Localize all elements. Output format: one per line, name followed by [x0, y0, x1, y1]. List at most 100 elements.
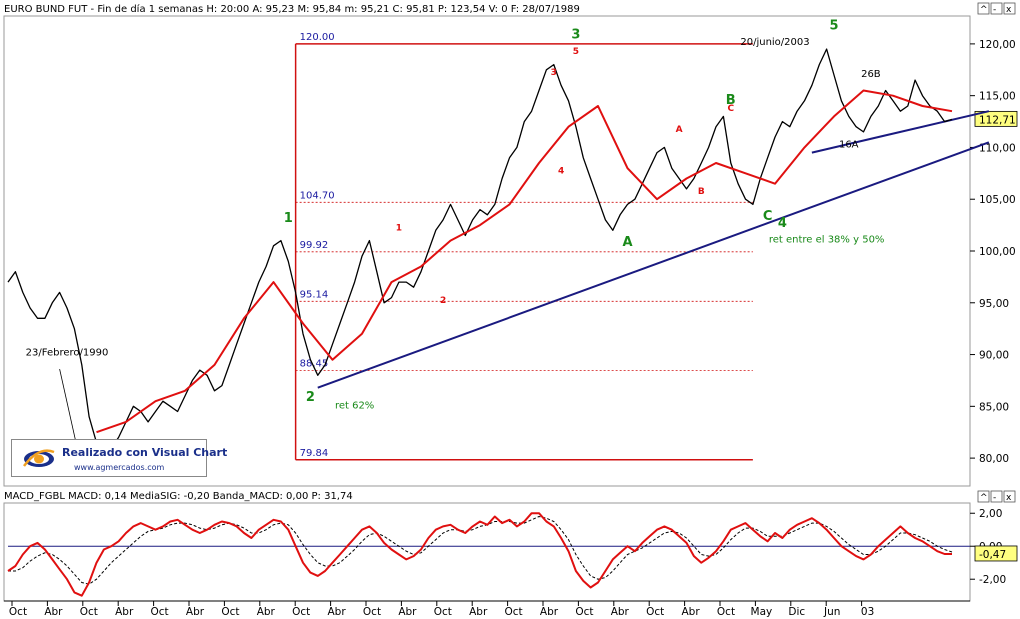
x-tick-label: Jun: [823, 606, 840, 618]
macd-line: [7, 512, 952, 597]
chart-annotation: 23/Febrero/1990: [26, 348, 109, 359]
x-tick-label: Abr: [682, 606, 701, 618]
price-y-tick-label: 100,00: [979, 246, 1016, 258]
x-tick-label: Oct: [221, 606, 239, 618]
x-tick-label: Oct: [363, 606, 381, 618]
fib-level-label: 104.70: [300, 190, 335, 201]
trendlines: [317, 110, 990, 389]
x-tick-label: Dic: [788, 606, 805, 618]
minimize-button[interactable]: -: [990, 2, 1003, 15]
last-price-box: [974, 110, 1018, 127]
secondary-wave-label: C: [727, 104, 734, 114]
primary-wave-label: 4: [778, 216, 787, 231]
secondary-wave-label: 16A: [839, 139, 859, 150]
fib-level-label: 120.00: [300, 32, 335, 43]
x-tick-label: Oct: [505, 606, 523, 618]
fib-level-label: 95.14: [300, 289, 329, 300]
secondary-wave-label: 1: [396, 223, 402, 233]
logo-url: www.agmercados.com: [74, 463, 165, 472]
x-axis: Oct Abr Oct Abr Oct Abr Oct Abr Oct Abr Oct Abr Oct A…: [9, 601, 874, 618]
x-tick-label: 03: [861, 606, 874, 618]
macd-minimize-button[interactable]: -: [990, 490, 1003, 503]
fibonacci-levels: 120.00 104.70 99.92 95.14 88.45 79.84: [294, 32, 753, 461]
x-tick-label: Oct: [292, 606, 310, 618]
primary-wave-label: C: [763, 209, 773, 224]
secondary-wave-label: 4: [558, 166, 564, 176]
secondary-wave-label: B: [698, 187, 705, 197]
x-tick-label: Abr: [540, 606, 559, 618]
chart-annotation: ret entre el 38% y 50%: [769, 235, 885, 246]
secondary-wave-label: 5: [573, 47, 579, 57]
x-tick-label: Abr: [611, 606, 630, 618]
x-tick-label: May: [751, 606, 773, 618]
svg-text:-: -: [993, 5, 996, 15]
macd-close-button[interactable]: x: [1003, 490, 1016, 503]
macd-window-buttons: ^ - x: [977, 490, 1016, 503]
macd-panel-frame: [3, 502, 971, 602]
x-tick-label: Oct: [80, 606, 98, 618]
macd-y-axis: 2,000,00-2,00-0,47: [970, 508, 1018, 586]
svg-text:-: -: [993, 493, 996, 503]
price-y-tick-label: 115,00: [979, 91, 1016, 103]
secondary-wave-label: 3: [551, 68, 557, 78]
close-button[interactable]: x: [1003, 2, 1016, 15]
svg-text:x: x: [1006, 493, 1012, 503]
x-tick-label: Oct: [646, 606, 664, 618]
x-tick-label: Abr: [44, 606, 63, 618]
main-window-buttons: ^ - x: [977, 2, 1016, 15]
chart-annotation: ret 62%: [335, 400, 374, 411]
fib-level-label: 79.84: [300, 448, 329, 459]
macd-plot: [7, 512, 970, 597]
price-y-axis: 120,00 115,00 110,00 105,00 100,00 95,00 90,00…: [970, 39, 1018, 465]
price-y-tick-label: 90,00: [979, 350, 1009, 362]
svg-text:x: x: [1006, 5, 1012, 15]
x-tick-label: Oct: [434, 606, 452, 618]
eye-logo-icon: [23, 449, 55, 467]
moving-average-line: [96, 89, 953, 434]
primary-wave-label: 1: [284, 211, 293, 226]
logo-title: Realizado con Visual Chart: [62, 446, 228, 459]
fib-level-label: 99.92: [300, 240, 329, 251]
main-chart-header: EURO BUND FUT - Fin de día 1 semanas H: …: [4, 3, 580, 15]
upper-trendline: [811, 110, 990, 154]
x-tick-label: Abr: [398, 606, 417, 618]
primary-wave-label: B: [726, 93, 736, 108]
last-price-label: 112,71: [979, 114, 1016, 126]
macd-y-tick-label: 2,00: [979, 508, 1002, 520]
macd-maximize-button[interactable]: ^: [977, 490, 990, 503]
x-tick-label: Abr: [115, 606, 134, 618]
x-tick-label: Oct: [151, 606, 169, 618]
price-y-tick-label: 120,00: [979, 39, 1016, 51]
chart-annotation: 20/junio/2003: [740, 37, 809, 48]
x-tick-label: Oct: [575, 606, 593, 618]
x-tick-label: Abr: [469, 606, 488, 618]
svg-text:^: ^: [980, 5, 988, 15]
macd-signal-line: [8, 515, 953, 585]
fib-level-label: 88.45: [300, 359, 329, 370]
x-tick-label: Abr: [186, 606, 205, 618]
primary-wave-label: A: [622, 235, 632, 250]
x-tick-label: Oct: [717, 606, 735, 618]
price-y-tick-label: 80,00: [979, 453, 1009, 465]
primary-wave-label: 2: [306, 390, 315, 405]
price-plot: [7, 48, 953, 454]
price-line: [7, 48, 953, 454]
macd-header: MACD_FGBL MACD: 0,14 MediaSIG: -0,20 Ban…: [4, 491, 353, 502]
macd-y-tick-label: -2,00: [979, 574, 1006, 586]
svg-text:^: ^: [980, 493, 988, 503]
price-y-tick-label: 95,00: [979, 298, 1009, 310]
price-y-tick-label: 85,00: [979, 401, 1009, 413]
visual-chart-logo: Realizado con Visual Chart www.agmercado…: [11, 439, 227, 477]
secondary-wave-label: A: [676, 125, 683, 135]
last-macd-box: [974, 545, 1018, 562]
price-y-tick-label: 105,00: [979, 194, 1016, 206]
price-y-tick-label: 110,00: [979, 142, 1016, 154]
x-tick-label: Abr: [257, 606, 276, 618]
last-macd-label: -0,47: [979, 549, 1006, 561]
primary-wave-label: 5: [829, 18, 838, 33]
maximize-button[interactable]: ^: [977, 2, 990, 15]
x-tick-label: Oct: [9, 606, 27, 618]
primary-wave-label: 3: [571, 28, 580, 43]
